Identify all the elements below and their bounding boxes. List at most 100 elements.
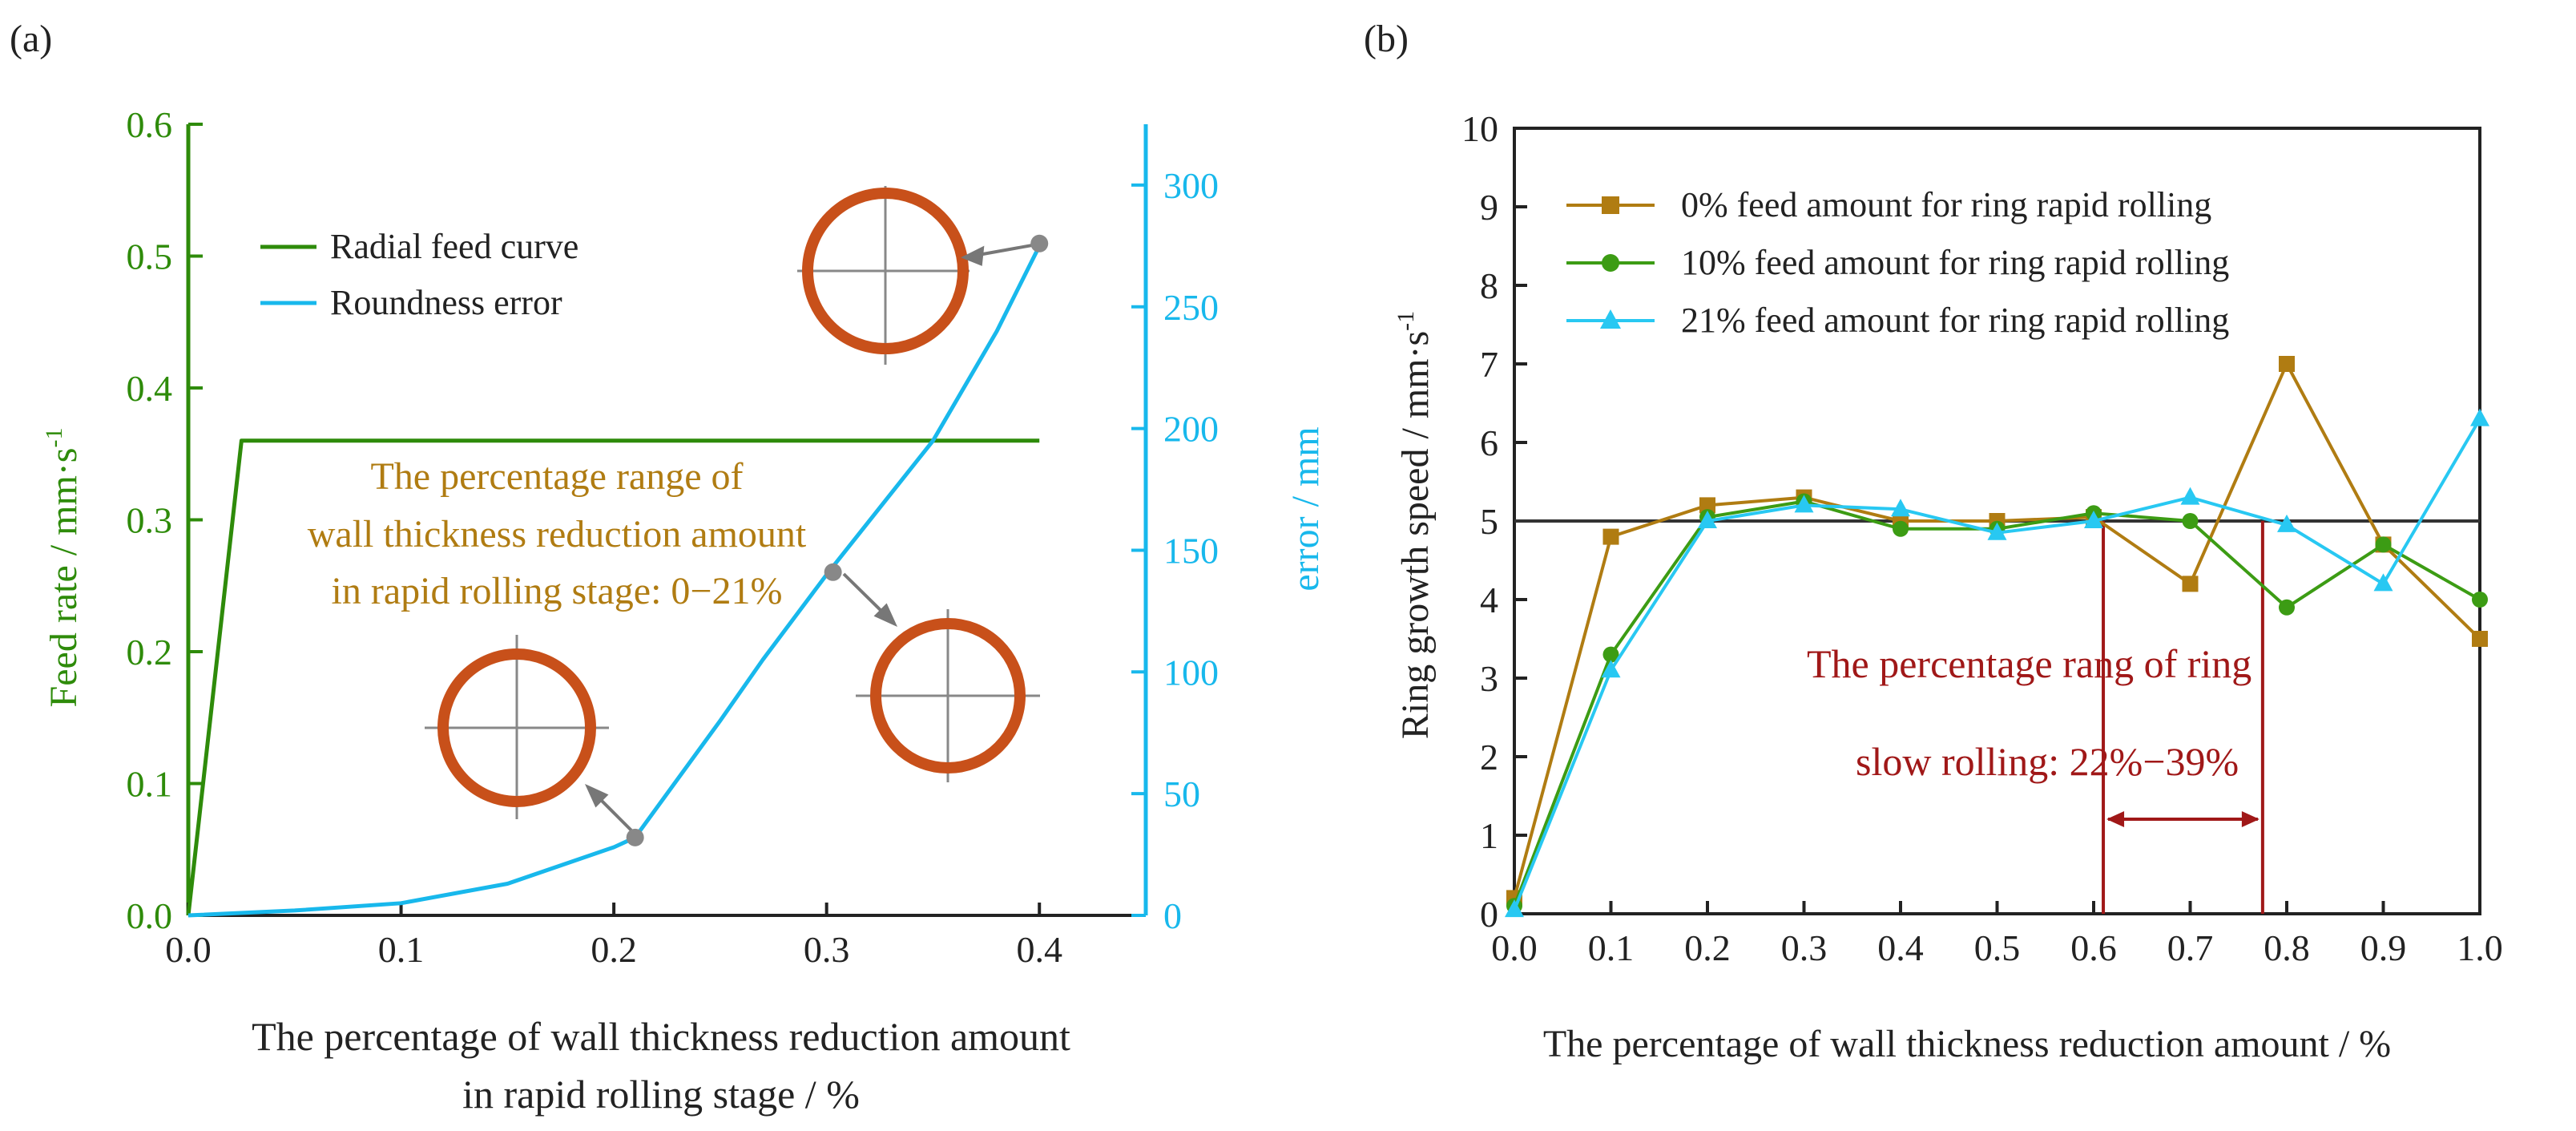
series-0-percent-point bbox=[2182, 576, 2199, 592]
series-0-percent-point bbox=[2472, 631, 2488, 647]
x-tick-label: 1.0 bbox=[2457, 927, 2503, 968]
series-21-percent-point bbox=[1794, 495, 1814, 513]
series-10-percent-point bbox=[1602, 646, 1619, 663]
series-21-percent-point bbox=[2277, 514, 2296, 532]
y2-tick-label: 100 bbox=[1163, 652, 1219, 693]
series-21-percent-point bbox=[2373, 573, 2393, 592]
x-tick-label: 0.1 bbox=[1588, 927, 1635, 968]
ring-illustration-left bbox=[425, 635, 609, 819]
y2-tick-label: 200 bbox=[1163, 409, 1219, 450]
y-tick-label: 2 bbox=[1480, 737, 1498, 778]
x-tick-label: 0.3 bbox=[804, 929, 850, 970]
y2-tick-label: 50 bbox=[1163, 774, 1200, 814]
chart-a-x-axis-title-line2: in rapid rolling stage / % bbox=[462, 1072, 860, 1117]
range-arrow-head-right bbox=[2241, 811, 2260, 827]
series-0-percent-point bbox=[1699, 497, 1715, 514]
y-tick-label: 0 bbox=[1480, 894, 1498, 935]
chart-a-y-axis-title: Feed rate / mm·s-1 bbox=[41, 428, 85, 708]
y-tick-label: 10 bbox=[1461, 108, 1498, 149]
y-tick-label: 9 bbox=[1480, 187, 1498, 228]
chart-a-annotation: The percentage range of wall thickness r… bbox=[308, 455, 807, 612]
y2-tick-label: 300 bbox=[1163, 165, 1219, 206]
y-tick-label: 0.6 bbox=[127, 104, 173, 145]
series-10-percent-point bbox=[2182, 513, 2199, 529]
series-21-percent-point bbox=[2180, 487, 2200, 505]
roundness-marker-point bbox=[824, 563, 842, 581]
y-tick-label: 8 bbox=[1480, 265, 1498, 306]
y-tick-label: 4 bbox=[1480, 580, 1498, 620]
y-tick-label: 6 bbox=[1480, 422, 1498, 463]
chart-a-y2-axis-title: error / mm bbox=[1284, 426, 1327, 591]
y-tick-label: 0.4 bbox=[127, 368, 173, 409]
series-0-percent-line bbox=[1513, 362, 2481, 899]
annotation-a-line2: wall thickness reduction amount bbox=[308, 513, 807, 555]
chart-b-plot-area: 0.0 0.1 0.2 0.3 0.4 0.5 0.6 0.7 0.8 0.9 1.0 0 1 2 3 4 5 6… bbox=[1461, 108, 2503, 968]
ring-illustration-right bbox=[856, 609, 1040, 782]
y2-tick-label: 0 bbox=[1163, 895, 1182, 936]
chart-a-legend: Radial feed curve Roundness error bbox=[260, 227, 578, 322]
legend-label-feed: Radial feed curve bbox=[330, 227, 578, 266]
annotation-a-line1: The percentage range of bbox=[370, 455, 743, 498]
series-21-percent-point bbox=[2470, 408, 2489, 426]
annotation-b-line1: The percentage rang of ring bbox=[1807, 641, 2251, 686]
x-tick-label: 0.4 bbox=[1016, 929, 1062, 970]
annotation-b-line2: slow rolling: 22%−39% bbox=[1856, 739, 2239, 784]
legend-label-21: 21% feed amount for ring rapid rolling bbox=[1681, 301, 2229, 340]
y-tick-label: 0.2 bbox=[127, 632, 173, 673]
x-tick-label: 0.0 bbox=[1491, 927, 1538, 968]
chart-b-legend: 0% feed amount for ring rapid rolling 10… bbox=[1566, 185, 2229, 340]
series-radial-feed-line bbox=[186, 438, 1040, 916]
chart-b-x-axis-title: The percentage of wall thickness reducti… bbox=[1543, 1023, 2391, 1065]
y-tick-label: 7 bbox=[1480, 344, 1498, 385]
legend-label-roundness: Roundness error bbox=[330, 283, 562, 322]
series-roundness-error-line bbox=[187, 244, 1042, 918]
chart-b: (b) 0.0 0.1 0.2 0.3 0.4 0.5 0.6 0.7 0.8 0.9 1.0 0 1 2… bbox=[1364, 18, 2503, 1065]
x-tick-label: 0.6 bbox=[2070, 927, 2117, 968]
chart-a: (a) 0.0 0.1 0.2 0.3 0.4 0.0 0.1 0.2 0.3 0.4 0.5 0.6… bbox=[10, 18, 1327, 1117]
y-tick-label: 5 bbox=[1480, 501, 1498, 542]
chart-a-x-axis-title-line1: The percentage of wall thickness reducti… bbox=[252, 1014, 1070, 1059]
roundness-marker-point bbox=[626, 828, 644, 846]
series-10-percent-point bbox=[1893, 520, 1909, 537]
series-21-percent-point bbox=[1698, 511, 1717, 528]
roundness-marker-point bbox=[1030, 234, 1049, 252]
x-tick-label: 0.4 bbox=[1877, 927, 1924, 968]
x-tick-label: 0.1 bbox=[378, 929, 425, 970]
panel-b-label: (b) bbox=[1364, 18, 1409, 60]
y-tick-label: 0.5 bbox=[127, 236, 173, 277]
panel-a-label: (a) bbox=[10, 18, 52, 60]
y-tick-label: 0.0 bbox=[127, 895, 173, 936]
series-10-percent-point bbox=[2375, 536, 2392, 553]
y-tick-label: 1 bbox=[1480, 815, 1498, 856]
series-10-percent-point bbox=[2472, 592, 2488, 608]
series-10-percent-point bbox=[2279, 599, 2295, 616]
series-21-percent-point bbox=[2084, 511, 2103, 528]
series-21-percent-point bbox=[1601, 660, 1621, 678]
series-21-percent-point bbox=[1505, 899, 1524, 918]
x-tick-label: 0.8 bbox=[2264, 927, 2310, 968]
legend-marker-10 bbox=[1602, 254, 1619, 272]
legend-marker-0 bbox=[1602, 196, 1619, 214]
range-arrow-head-left bbox=[2106, 811, 2125, 827]
series-10-percent-line bbox=[1513, 499, 2481, 907]
x-tick-label: 0.2 bbox=[591, 929, 637, 970]
x-tick-label: 0.0 bbox=[165, 929, 212, 970]
annotation-a-line3: in rapid rolling stage: 0−21% bbox=[332, 570, 783, 612]
series-21-percent-point bbox=[1987, 522, 2007, 540]
y2-tick-label: 250 bbox=[1163, 287, 1219, 328]
chart-a-plot-area: 0.0 0.1 0.2 0.3 0.4 0.0 0.1 0.2 0.3 0.4 0.5 0.6 0 50 1… bbox=[127, 104, 1219, 970]
y-tick-label: 3 bbox=[1480, 658, 1498, 699]
chart-b-y-axis-title: Ring growth speed / mm·s-1 bbox=[1393, 311, 1437, 739]
series-0-percent-point bbox=[1602, 528, 1619, 545]
legend-label-10: 10% feed amount for ring rapid rolling bbox=[1681, 243, 2229, 282]
chart-b-annotation: The percentage rang of ring slow rolling… bbox=[1807, 641, 2251, 784]
y-tick-label: 0.3 bbox=[127, 500, 173, 541]
y-tick-label: 0.1 bbox=[127, 764, 173, 805]
series-0-percent-point bbox=[2279, 356, 2295, 372]
legend-label-0: 0% feed amount for ring rapid rolling bbox=[1681, 185, 2211, 224]
y2-tick-label: 150 bbox=[1163, 530, 1219, 571]
series-21-percent-point bbox=[1891, 499, 1910, 517]
x-tick-label: 0.7 bbox=[2167, 927, 2214, 968]
x-tick-label: 0.3 bbox=[1781, 927, 1828, 968]
